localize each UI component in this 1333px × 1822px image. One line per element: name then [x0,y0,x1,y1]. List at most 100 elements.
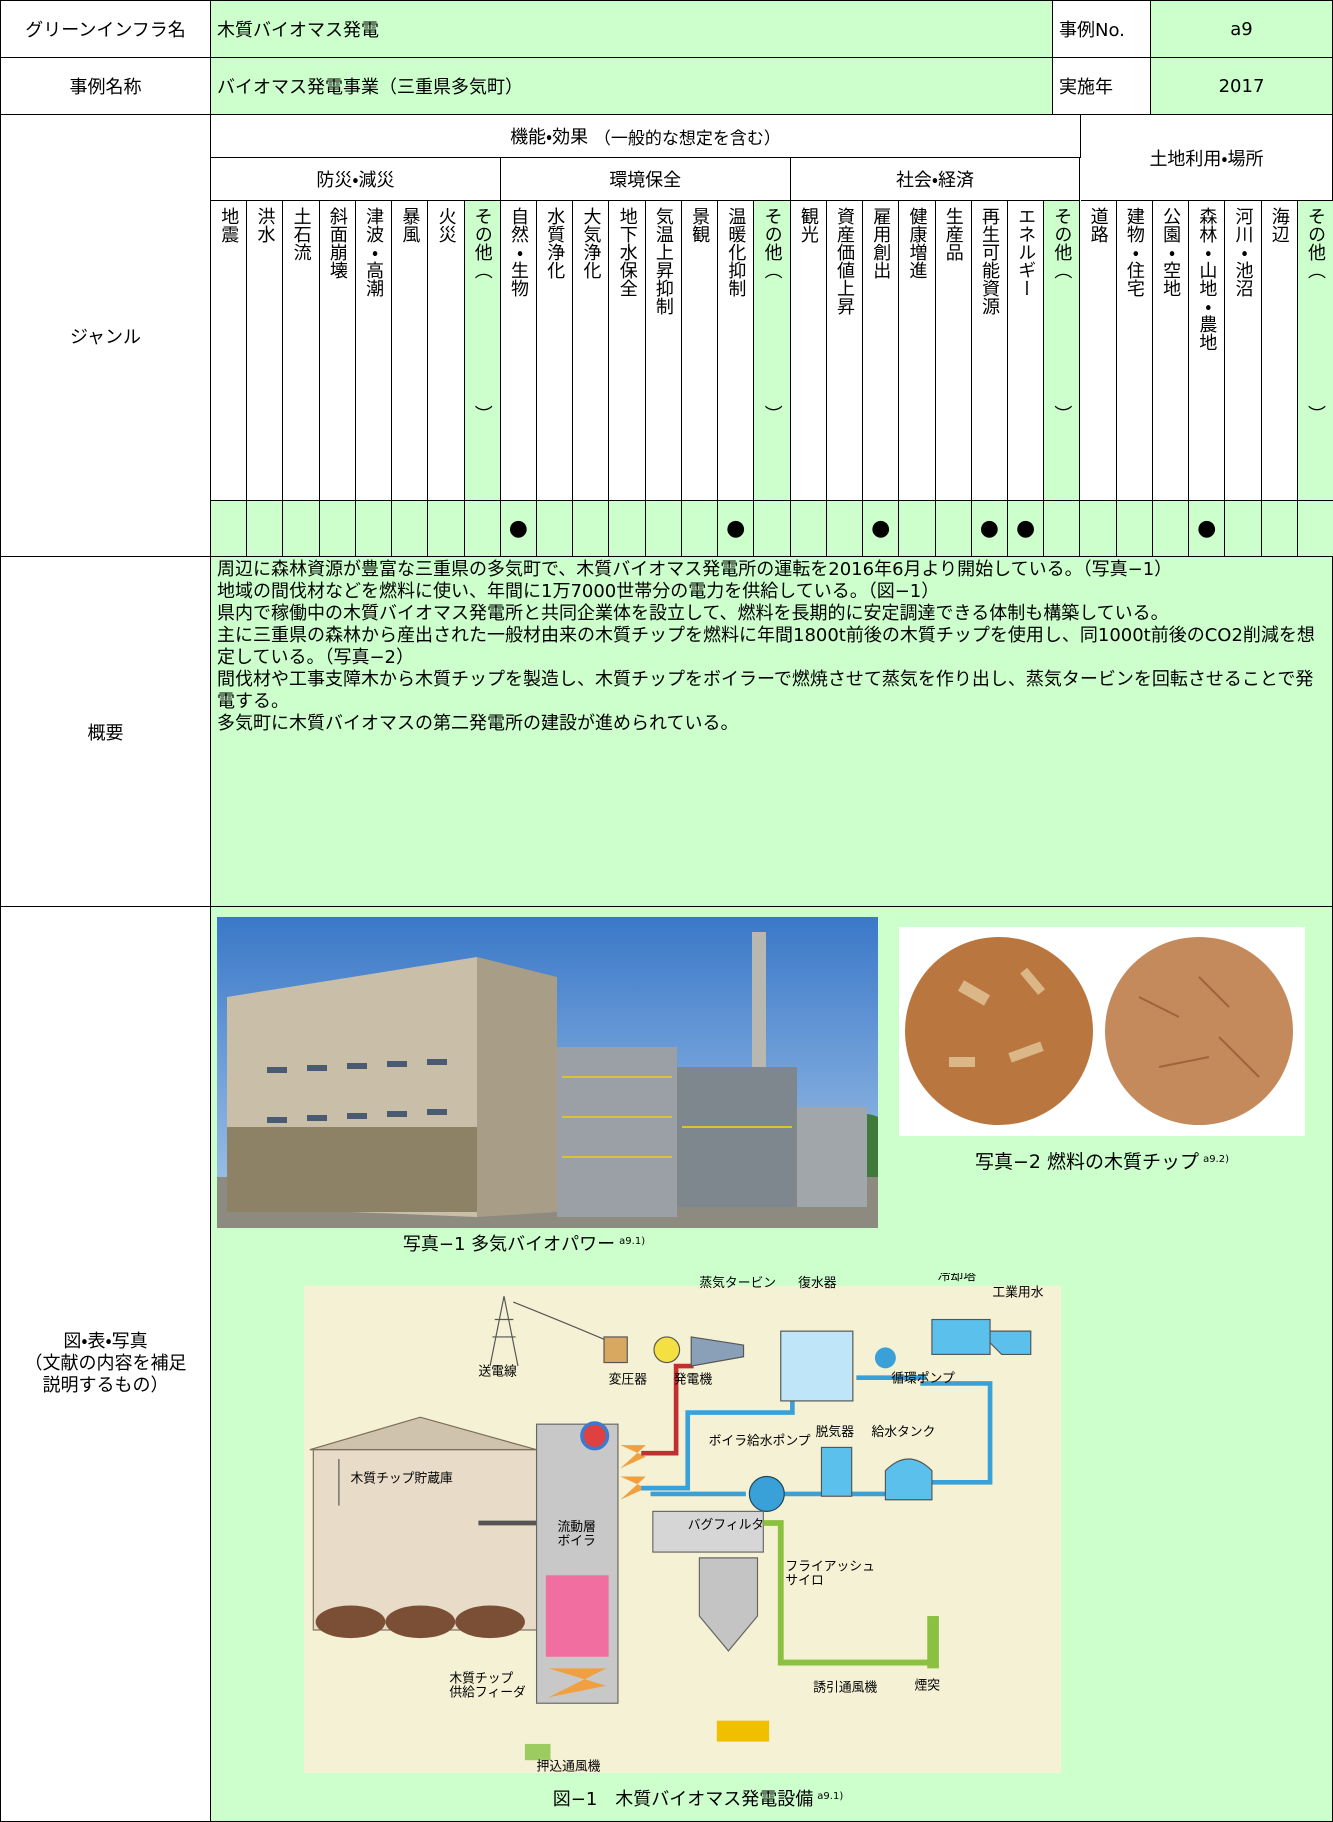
genre-mark-cell: ● [718,501,755,557]
genre-item: 建物・住宅 [1116,201,1153,501]
genre-mark-cell [1116,501,1153,557]
illustration-shape [1105,937,1293,1125]
illustration-shape [535,1423,619,1704]
genre-item: 暴風 [392,201,429,501]
caption-ref: a9.1) [817,1791,844,1802]
illustration-shape [227,1127,477,1212]
overview-paragraph: 県内で稼働中の木質バイオマス発電所と共同企業体を設立して、燃料を長期的に安定調達… [217,603,1169,624]
genre-item: 土石流 [283,201,320,501]
illustration-shape [477,957,557,1217]
illustration-shape [387,1111,407,1117]
illustration-shape [307,1065,327,1071]
genre-item: 自然・生物 [500,201,538,501]
illustration-shape [347,1113,367,1119]
overview-paragraph: 多気町に木質バイオマスの第二発電所の建設が進められている。 [217,713,739,734]
genre-mark-cell [681,501,719,557]
photo-plant [217,917,878,1228]
illustration-shape [949,1057,975,1067]
diagram-label: 脱気器 [816,1424,855,1440]
illustration-shape [315,1605,386,1639]
diagram-label: 押込通風機 [537,1760,601,1773]
diagram-label: フライアッシュ [785,1560,874,1575]
genre-item: 健康増進 [899,201,936,501]
illustration-shape [524,1743,551,1761]
genre-mark-cell [247,501,284,557]
genre-mark-cell: ● [1189,501,1226,557]
caption-text: 図−1 木質バイオマス発電設備 [552,1789,814,1810]
genre-item: 観光 [790,201,827,501]
genre-item: 森林・山地・農地 [1189,201,1226,501]
infra-name: 木質バイオマス発電 [211,1,1053,58]
overview-label: 概要 [1,557,211,907]
illustration-shape [653,1336,681,1364]
illustration-shape [677,1067,797,1207]
illustration-shape [989,1330,1032,1355]
genre-mark-cell [211,501,248,557]
illustration-shape [884,1458,933,1501]
diagram-label: 循環ポンプ [891,1371,955,1386]
genre-item: 道路 [1080,201,1117,501]
diagram-label: 給水タンク [871,1425,935,1440]
illustration-shape [1158,1056,1210,1068]
case-no-label: 事例No. [1053,1,1151,58]
illustration-shape [874,1347,896,1369]
figures-label-line: 説明するもの） [42,1375,169,1396]
genre-mark: ● [1197,516,1217,541]
illustration-shape [315,1605,525,1639]
illustration-shape [489,1296,519,1367]
genre-mark-cell [609,501,646,557]
genre-mark-cell [1225,501,1262,557]
genre-item: その他（ ） [464,201,501,501]
illustration-shape [427,1059,447,1065]
caption-text: 写真−2 燃料の木質チップ [975,1151,1200,1173]
illustration-shape [307,1115,327,1121]
genre-item: 斜面崩壊 [319,201,356,501]
illustration-shape [1138,976,1260,1078]
diagram-label: 変圧器 [609,1371,648,1387]
genre-mark-cell [1080,501,1117,557]
figures-label-line: （文献の内容を補足 [24,1353,187,1374]
genre-mark-cell [392,501,429,557]
functions-note: （一般的な想定を含む） [593,128,781,149]
figure1-caption: 図−1 木質バイオマス発電設備 a9.1) [553,1785,843,1811]
diagram-label: サイロ [785,1574,823,1589]
genre-mark-cell: ● [500,501,538,557]
genre-mark-cell [573,501,610,557]
diagram-label: バグフィルタ [688,1518,764,1533]
illustration-shape [698,1557,759,1652]
illustration-shape [387,1061,407,1067]
illustration-shape [267,1067,287,1073]
diagram-label: 冷却塔 [938,1273,977,1284]
illustration-shape [347,1063,367,1069]
illustration-shape [716,1720,770,1742]
diagram-label: 供給フィーダ [449,1685,526,1700]
genre-mark-cell [537,501,574,557]
illustration-shape [780,1330,854,1402]
genre-item: 大気浄化 [573,201,610,501]
genre-item: その他（ ） [1044,201,1081,501]
genre-mark-cell [1044,501,1081,557]
case-name-label: 事例名称 [1,58,211,115]
genre-item: 気温上昇抑制 [645,201,682,501]
functions-header: 機能・効果 （一般的な想定を含む） [211,115,1081,158]
genre-item: 資産価値上昇 [826,201,864,501]
genre-item: 温暖化抑制 [718,201,755,501]
genre-item: 水質浄化 [537,201,574,501]
genre-mark-cell [899,501,936,557]
diagram-label: 木質チップ [449,1670,513,1686]
genre-item: 再生可能資源 [971,201,1008,501]
illustration-shape [905,937,1093,1125]
genre-mark: ● [726,516,746,541]
genre-mark-cell: ● [971,501,1008,557]
illustration-shape [652,1510,764,1553]
genre-mark-cell [1297,501,1333,557]
photo1-caption: 写真−1 多気バイオパワー a9.1) [403,1230,645,1256]
illustration-shape [603,1336,628,1364]
genre-mark: ● [979,516,999,541]
caption-ref: a9.2) [1203,1154,1229,1165]
caption-ref: a9.1) [619,1236,646,1247]
figures-label-line: 図・表・写真 [63,1331,148,1352]
illustration-shape [267,1059,447,1123]
